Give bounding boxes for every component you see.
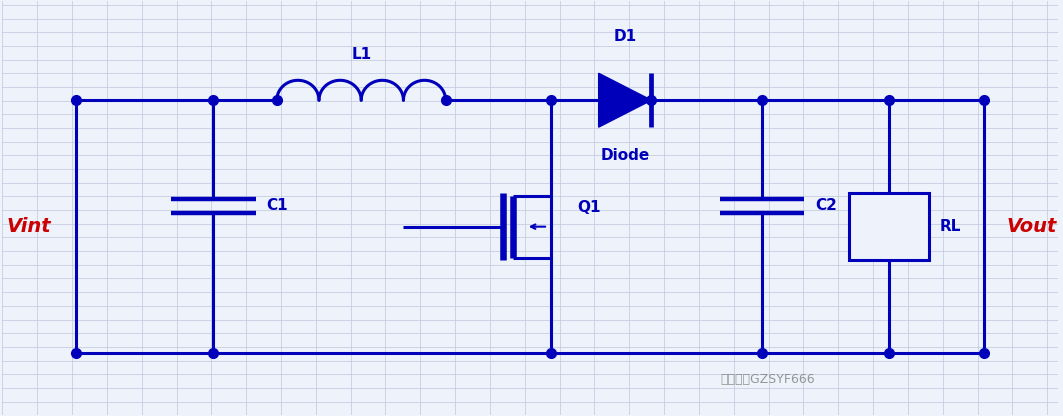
Text: 微信号：GZSYF666: 微信号：GZSYF666 bbox=[720, 373, 814, 386]
Text: D1: D1 bbox=[613, 29, 637, 44]
Text: L1: L1 bbox=[351, 47, 371, 62]
Text: RL: RL bbox=[940, 219, 961, 234]
Text: Vout: Vout bbox=[1007, 217, 1057, 236]
Polygon shape bbox=[598, 73, 652, 127]
Text: C1: C1 bbox=[266, 198, 288, 213]
Bar bbox=[848, 193, 929, 260]
Text: Vint: Vint bbox=[6, 217, 51, 236]
Text: Q1: Q1 bbox=[577, 201, 601, 215]
Text: C2: C2 bbox=[815, 198, 837, 213]
Text: Diode: Diode bbox=[601, 148, 649, 163]
